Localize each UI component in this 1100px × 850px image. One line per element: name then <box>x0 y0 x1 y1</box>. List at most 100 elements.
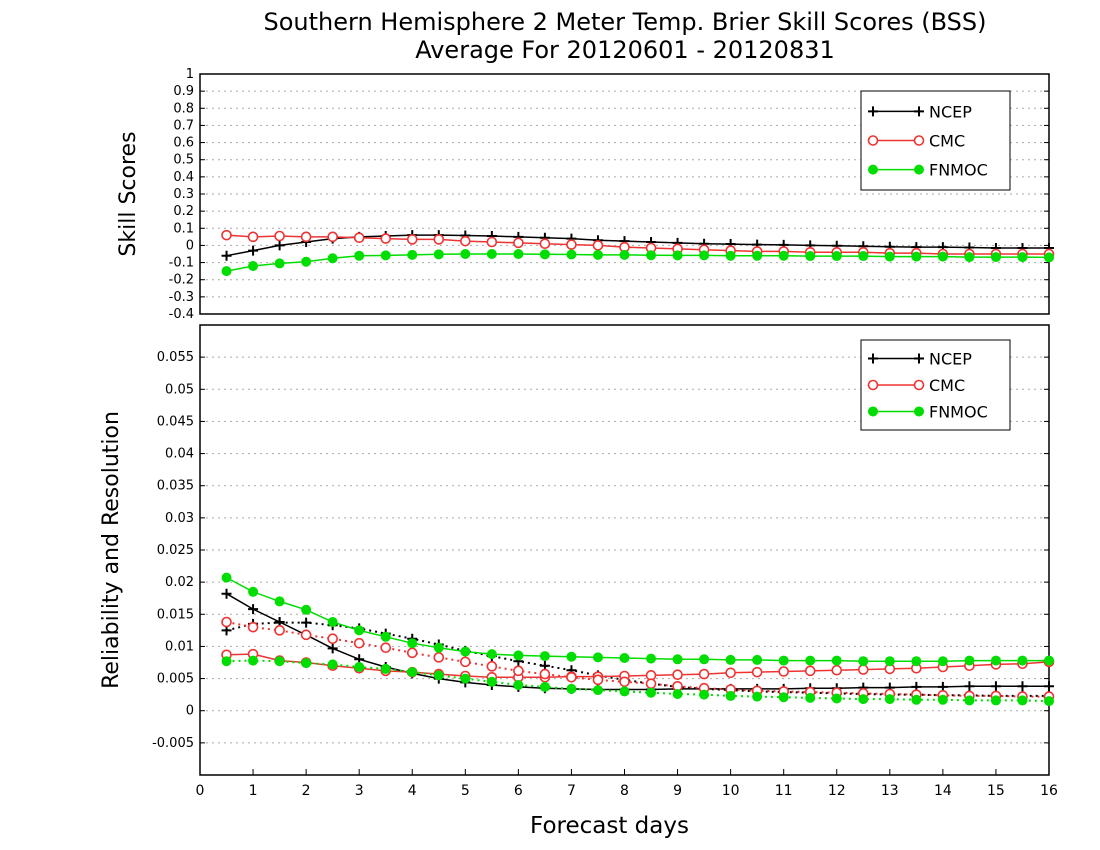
data-point <box>911 656 922 667</box>
data-point <box>301 617 312 628</box>
data-point <box>486 676 497 687</box>
x-tick-label: 16 <box>1040 783 1058 799</box>
data-point <box>327 617 338 627</box>
data-point <box>433 652 445 663</box>
data-point <box>1017 681 1028 692</box>
data-point <box>867 135 879 146</box>
data-point <box>247 621 259 633</box>
data-point <box>725 690 736 701</box>
data-point <box>380 663 391 674</box>
data-point <box>725 250 736 261</box>
data-point <box>460 673 471 684</box>
y-axis-label: Skill Scores <box>116 131 141 256</box>
data-point <box>248 604 259 615</box>
data-point <box>831 251 842 262</box>
data-point <box>672 689 683 699</box>
x-tick-label: 12 <box>828 783 846 799</box>
data-point <box>221 250 232 261</box>
x-tick-label: 15 <box>987 783 1005 799</box>
data-point <box>1044 681 1054 692</box>
data-point <box>868 106 878 117</box>
x-tick-label: 8 <box>620 783 629 799</box>
data-point <box>672 654 683 665</box>
data-point <box>867 379 879 391</box>
data-point <box>619 249 630 260</box>
data-point <box>752 691 763 702</box>
x-axis-label: Forecast days <box>530 813 689 839</box>
data-point <box>964 655 975 666</box>
y-tick-label: 0.01 <box>165 639 194 654</box>
data-point <box>407 638 418 649</box>
y-tick-label: -0.2 <box>169 273 194 288</box>
data-point <box>407 249 418 260</box>
data-point <box>300 231 312 243</box>
data-point <box>380 233 392 244</box>
x-tick-label: 11 <box>775 783 793 799</box>
y-tick-label: 0.8 <box>173 101 194 116</box>
data-point <box>513 665 524 677</box>
y-tick-label: -0.1 <box>169 256 194 271</box>
data-point <box>831 664 843 676</box>
chart-panel-1: -0.4 -0.3 -0.2 -0.1 0 0.1 0.2 0.3 0.4 0.5 0.6 0.7 0.… <box>116 67 1055 322</box>
data-point <box>752 654 763 665</box>
x-tick-label: 14 <box>934 783 952 799</box>
x-tick-label: 7 <box>567 783 576 799</box>
data-point <box>699 250 710 261</box>
y-tick-label: 0 <box>186 238 194 253</box>
data-point <box>914 164 924 175</box>
chart-panel-2: -0.005 0 0.005 0.01 0.015 0.02 0.025 0.03 0.035 0… <box>99 324 1058 839</box>
data-point <box>486 661 498 672</box>
data-point <box>1017 655 1028 666</box>
data-point <box>911 251 922 262</box>
chart-title-line2: Average For 20120601 - 20120831 <box>415 36 835 64</box>
data-point <box>433 234 445 245</box>
data-point <box>914 353 924 364</box>
data-point <box>539 681 550 692</box>
legend-label: NCEP <box>929 350 972 369</box>
data-point <box>300 629 312 641</box>
data-point <box>805 692 816 703</box>
data-point <box>868 353 878 364</box>
data-point <box>884 656 895 667</box>
data-point <box>699 654 710 665</box>
data-point <box>513 650 524 661</box>
chart-panels: -0.4 -0.3 -0.2 -0.1 0 0.1 0.2 0.3 0.4 0.5 0.6 0.7 0.… <box>99 67 1058 839</box>
series-unnamed-1 <box>221 617 1054 701</box>
data-point <box>301 604 312 615</box>
y-tick-label: 0.02 <box>165 575 194 590</box>
data-point <box>725 667 736 679</box>
data-point <box>406 234 418 245</box>
data-point <box>868 406 878 417</box>
legend-label: CMC <box>929 376 965 395</box>
data-point <box>274 596 285 607</box>
data-point <box>327 659 338 670</box>
data-point <box>460 656 471 668</box>
data-point <box>884 694 895 705</box>
data-point <box>274 258 285 269</box>
data-point <box>539 238 551 250</box>
data-point <box>539 249 550 260</box>
data-point <box>592 249 603 260</box>
y-tick-label: 0.005 <box>157 672 194 687</box>
data-point <box>592 674 604 686</box>
data-point <box>990 681 1001 692</box>
x-tick-label: 13 <box>881 783 899 799</box>
data-point <box>566 249 577 260</box>
y-axis-label: Reliability and Resolution <box>99 411 124 689</box>
legend-label: FNMOC <box>929 402 988 421</box>
data-point <box>778 250 789 261</box>
data-point <box>592 240 604 251</box>
x-tick-label: 0 <box>196 783 205 799</box>
data-point <box>460 249 471 259</box>
y-tick-label: 0.2 <box>173 204 194 219</box>
data-point <box>433 642 444 653</box>
series-line <box>226 621 1049 698</box>
data-point <box>380 631 391 642</box>
data-point <box>646 250 657 261</box>
data-point <box>1044 252 1054 263</box>
y-tick-label: 0.4 <box>173 170 194 185</box>
data-point <box>964 252 975 263</box>
series-unnamed-5 <box>221 655 1054 707</box>
data-point <box>353 232 365 244</box>
series-line <box>226 234 1049 257</box>
